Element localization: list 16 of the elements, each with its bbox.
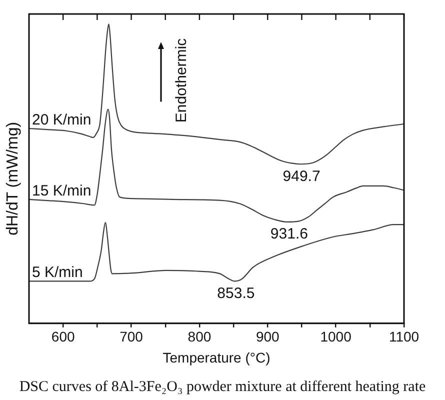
x-tick-label: 900 — [256, 328, 280, 345]
text: DSC curves of 8Al-3Fe₂O₃ powder mixture at different heating rate — [18, 378, 427, 396]
series-label: 15 K/min — [32, 182, 92, 200]
series-label: 20 K/min — [32, 111, 92, 128]
annotation: 853.5 — [217, 284, 255, 302]
x-tick-label: 1000 — [320, 328, 352, 345]
x-tick-label: 600 — [51, 328, 75, 345]
x-tick-label: 1100 — [388, 328, 420, 345]
series-label: 5 K/min — [32, 264, 83, 282]
annotation: 931.6 — [270, 226, 308, 243]
annotation: 949.7 — [282, 168, 320, 185]
y-axis-title: dH/dT (mW/mg) — [4, 122, 22, 236]
annotation: Endothermic — [173, 38, 190, 123]
x-tick-label: 700 — [120, 328, 144, 345]
x-tick-label: 800 — [188, 328, 212, 345]
x-axis-title: Temperature (°C) — [162, 349, 270, 366]
